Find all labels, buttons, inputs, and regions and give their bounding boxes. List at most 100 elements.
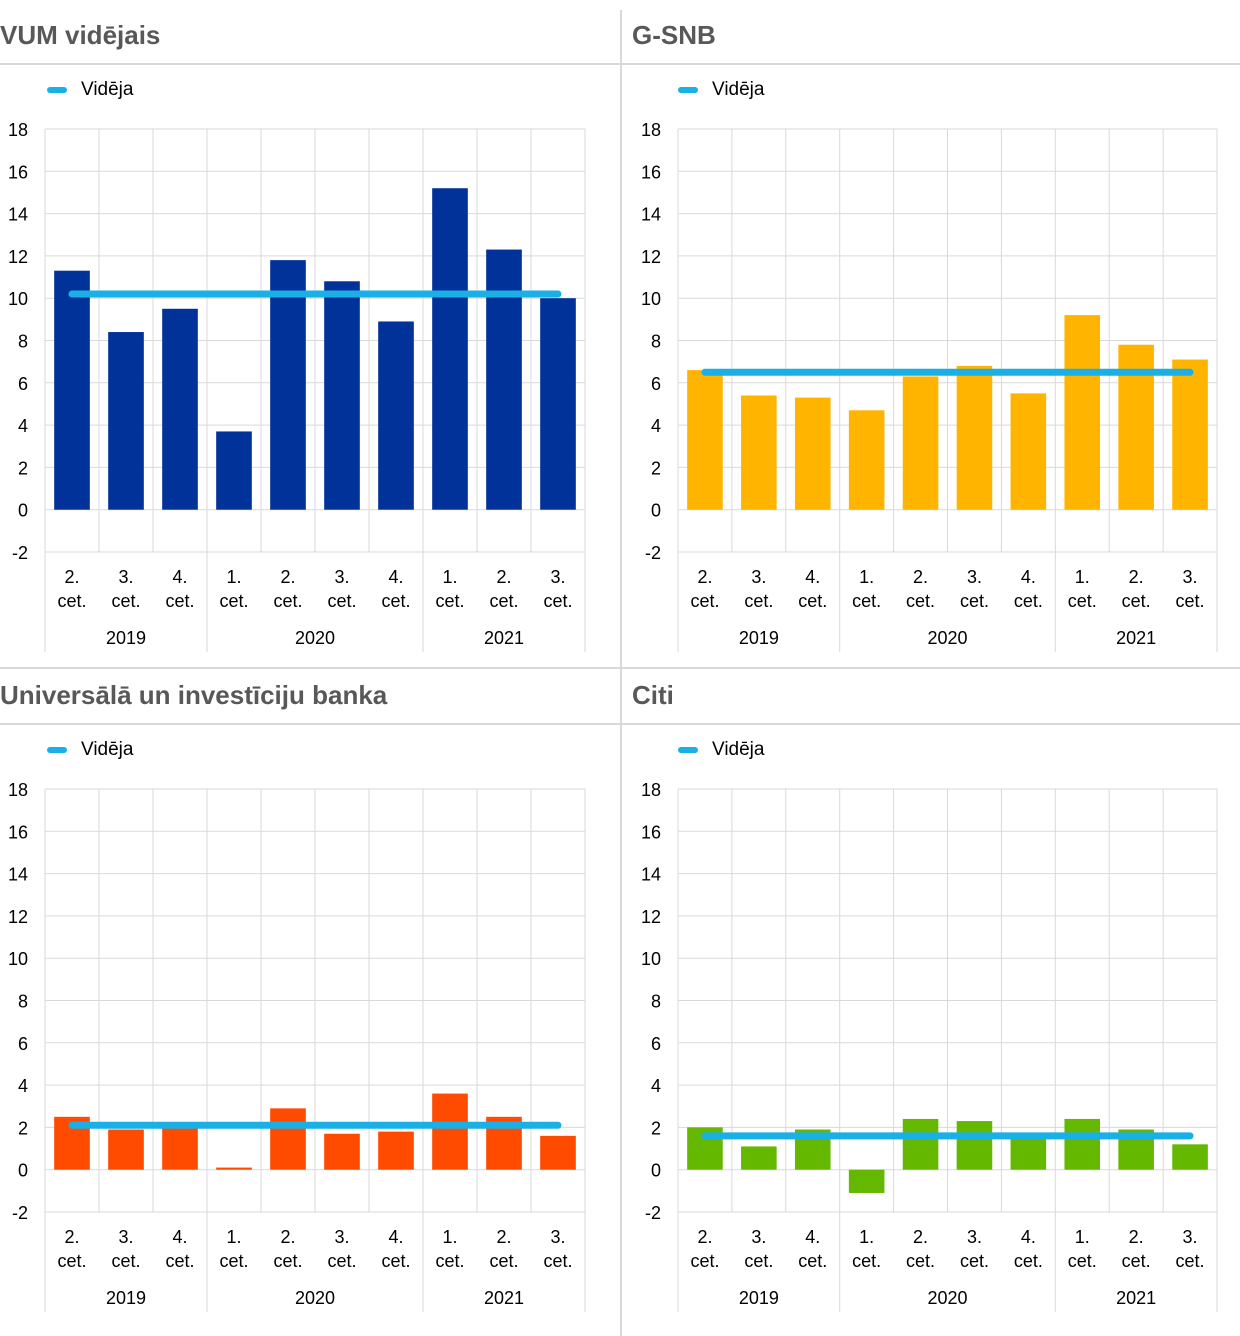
y-tick-label: 8 [651, 332, 661, 352]
y-tick-label: 14 [8, 205, 28, 225]
bar [902, 376, 939, 510]
chart-panel-gsnb: G-SNB Vidēja -2 0 2 4 6 8 10 12 14 16 18 2. cet. 3. ce… [620, 0, 1240, 668]
x-tick-label: 1. cet. [435, 567, 464, 611]
bar [1064, 315, 1101, 510]
x-tick-label: 4. cet. [1014, 1227, 1043, 1271]
legend-swatch-average [47, 747, 67, 753]
bar-chart-vum: -2 0 2 4 6 8 10 12 14 16 18 2. cet. 3. cet. 4. cet. 1. cet… [8, 120, 586, 652]
bar [270, 260, 306, 510]
y-tick-label: 14 [641, 205, 661, 225]
x-tick-label: 3. cet. [960, 567, 989, 611]
bar [902, 1118, 939, 1170]
y-tick-label: 4 [651, 416, 661, 436]
x-tick-label: 3. cet. [111, 567, 140, 611]
y-tick-label: 18 [8, 780, 28, 800]
bar-chart-gsnb: -2 0 2 4 6 8 10 12 14 16 18 2. cet. 3. cet. 4. cet. 1. cet… [641, 120, 1218, 652]
bar [1010, 393, 1047, 510]
y-tick-label: 14 [641, 865, 661, 885]
x-tick-label: 2. cet. [1122, 1227, 1151, 1271]
x-tick-label: 3. cet. [744, 1227, 773, 1271]
y-tick-label: 16 [641, 822, 661, 842]
bar [324, 281, 360, 510]
bar [1172, 1144, 1208, 1170]
y-tick-label: 0 [651, 501, 661, 521]
bar [216, 431, 252, 510]
chart-title: G-SNB [632, 20, 716, 50]
x-tick-label: 4. cet. [381, 567, 410, 611]
x-tick-label: 3. cet. [960, 1227, 989, 1271]
bar [1064, 1118, 1101, 1170]
x-tick-label: 2. cet. [489, 567, 518, 611]
y-tick-label: 18 [641, 120, 661, 140]
x-tick-label: 2. cet. [690, 1227, 719, 1271]
y-tick-label: 16 [8, 162, 28, 182]
bar [378, 321, 414, 510]
y-tick-label: 4 [651, 1076, 661, 1096]
y-tick-label: 16 [8, 822, 28, 842]
x-group-label: 2021 [1116, 1288, 1156, 1308]
x-tick-label: 4. cet. [165, 1227, 194, 1271]
bar-chart-universal: -2 0 2 4 6 8 10 12 14 16 18 2. cet. 3. cet. 4. cet. 1. cet… [8, 780, 586, 1312]
y-tick-label: -2 [12, 543, 28, 563]
x-tick-label: 3. cet. [327, 1227, 356, 1271]
chart-title: Citi [632, 680, 674, 710]
legend-swatch-average [678, 87, 698, 93]
bar [741, 395, 777, 510]
bar [956, 365, 993, 510]
y-tick-label: -2 [645, 543, 661, 563]
x-group-label: 2019 [106, 1288, 146, 1308]
bar [378, 1131, 414, 1170]
y-tick-label: 0 [18, 501, 28, 521]
y-tick-label: 4 [18, 416, 28, 436]
bar [108, 332, 144, 510]
bar [432, 1093, 468, 1170]
x-tick-label: 3. cet. [543, 1227, 572, 1271]
y-tick-label: 4 [18, 1076, 28, 1096]
x-tick-label: 2. cet. [906, 1227, 935, 1271]
y-tick-label: 6 [18, 374, 28, 394]
x-group-label: 2021 [484, 628, 524, 648]
x-tick-label: 4. cet. [165, 567, 194, 611]
chart-title: VUM vidējais [0, 20, 161, 50]
y-tick-label: 2 [651, 1118, 661, 1138]
bar [270, 1108, 306, 1170]
bar [687, 370, 723, 510]
x-tick-label: 2. cet. [1122, 567, 1151, 611]
bar-chart-citi: -2 0 2 4 6 8 10 12 14 16 18 2. cet. 3. cet. 4. cet. 1. cet… [641, 780, 1218, 1312]
bar [1172, 359, 1208, 510]
x-tick-label: 2. cet. [690, 567, 719, 611]
x-tick-label: 4. cet. [1014, 567, 1043, 611]
y-tick-label: 0 [651, 1161, 661, 1181]
legend-swatch-average [47, 87, 67, 93]
x-group-label: 2020 [927, 628, 967, 648]
x-tick-label: 4. cet. [798, 1227, 827, 1271]
title-rule [620, 63, 1240, 65]
bar [324, 1133, 360, 1170]
title-rule [0, 723, 620, 725]
y-tick-label: 2 [651, 458, 661, 478]
bar [794, 397, 831, 510]
title-rule [0, 63, 620, 65]
bar [1010, 1135, 1047, 1170]
legend-swatch-average [678, 747, 698, 753]
y-tick-label: 12 [641, 247, 661, 267]
legend-label-average: Vidēja [712, 79, 765, 100]
x-tick-label: 2. cet. [489, 1227, 518, 1271]
y-tick-label: -2 [645, 1203, 661, 1223]
y-tick-label: 10 [8, 949, 28, 969]
bar [432, 188, 468, 510]
y-tick-label: 8 [18, 332, 28, 352]
bar [848, 410, 885, 510]
x-group-label: 2019 [106, 628, 146, 648]
y-tick-label: 6 [18, 1034, 28, 1054]
y-tick-label: 16 [641, 162, 661, 182]
y-tick-label: 10 [641, 949, 661, 969]
chart-panel-citi: Citi Vidēja -2 0 2 4 6 8 10 12 14 16 18 2. cet. 3. cet… [620, 660, 1240, 1328]
panel-divider-horizontal [0, 667, 1240, 669]
x-tick-label: 1. cet. [852, 567, 881, 611]
x-tick-label: 1. cet. [219, 1227, 248, 1271]
x-tick-label: 2. cet. [273, 1227, 302, 1271]
x-group-label: 2020 [295, 628, 335, 648]
y-tick-label: 2 [18, 1118, 28, 1138]
y-tick-label: 18 [8, 120, 28, 140]
